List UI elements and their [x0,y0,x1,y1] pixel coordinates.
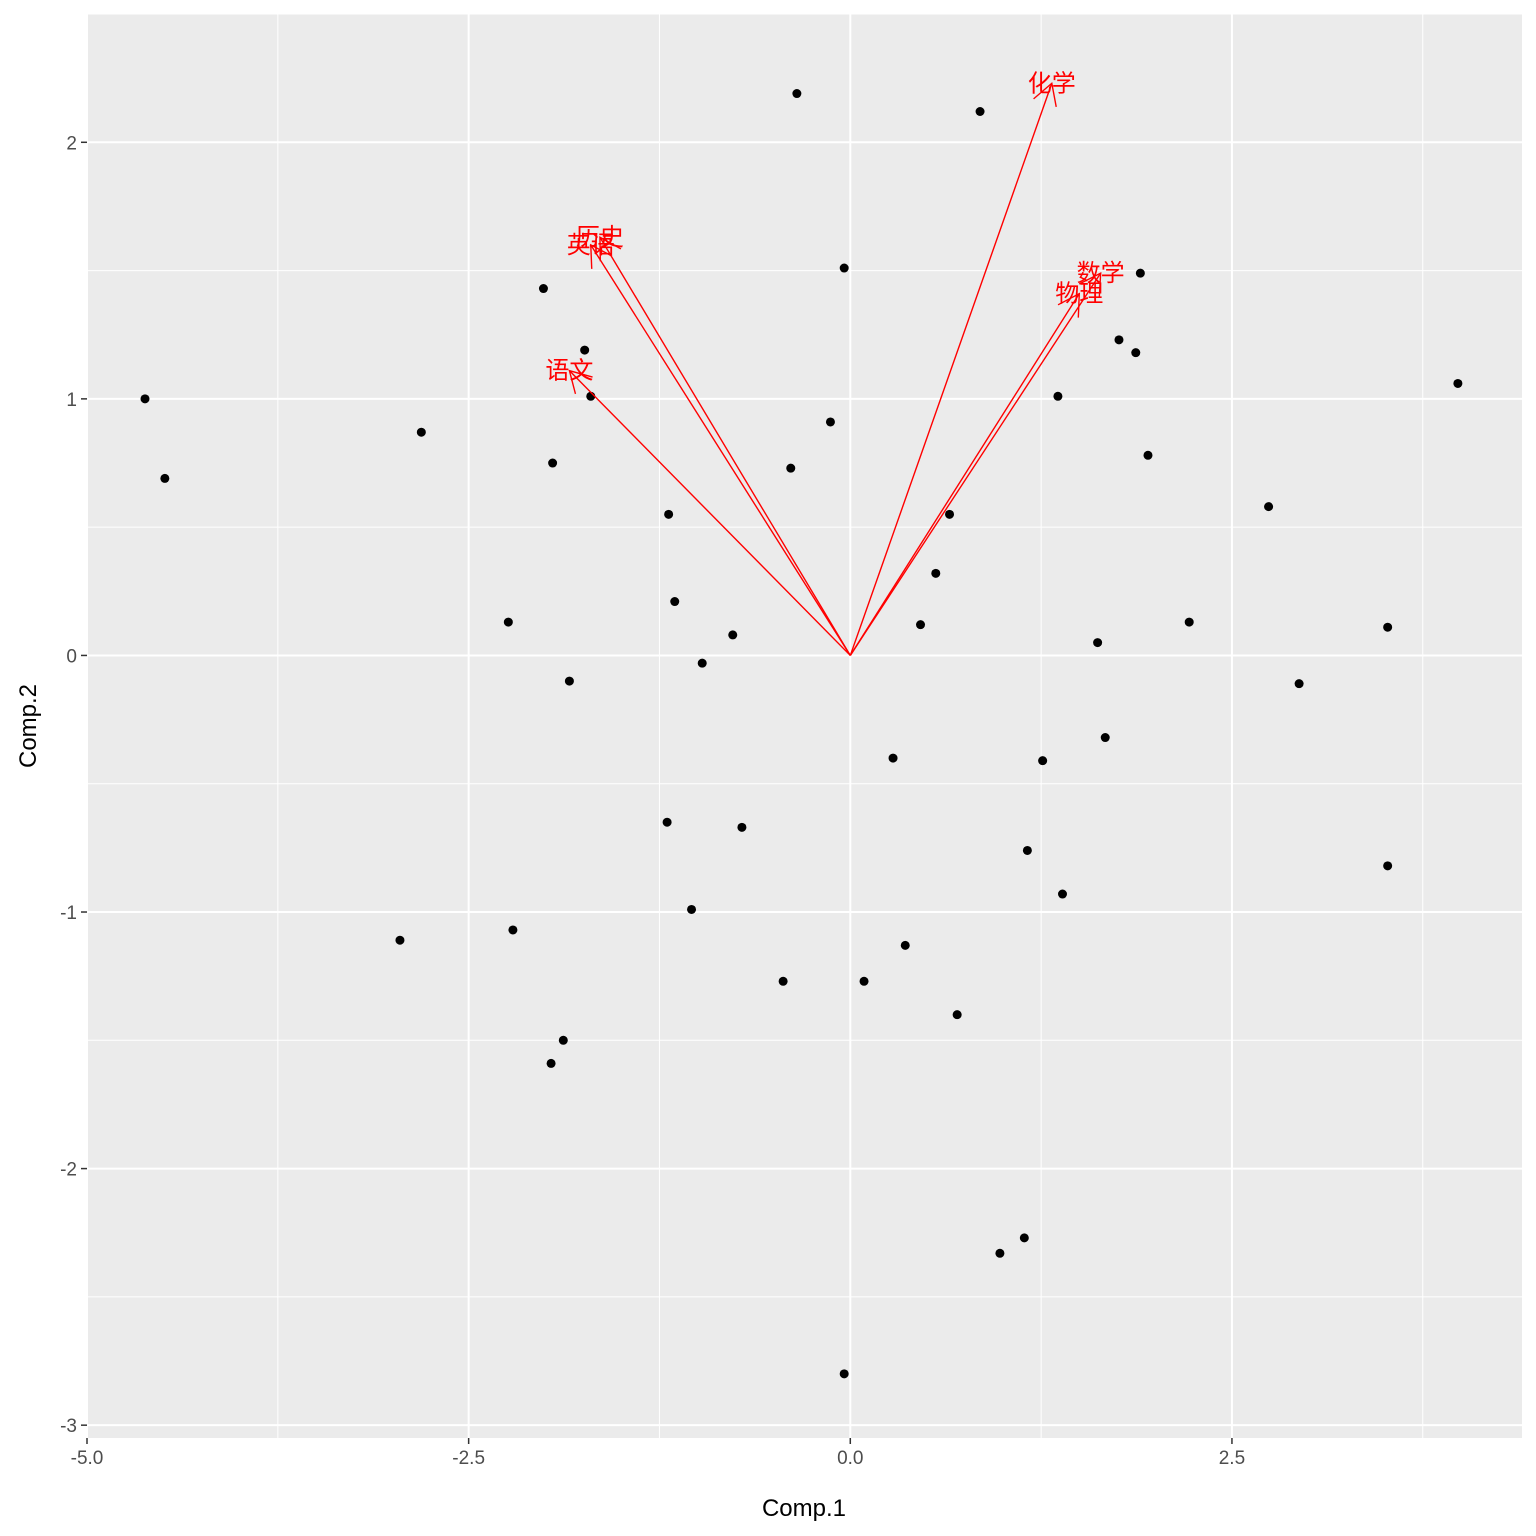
score-point [859,976,869,986]
score-point [564,676,574,686]
x-axis-ticks: -5.0 -2.5 0.0 2.5 [71,1438,1245,1469]
score-point [416,427,426,437]
y-tick-label: -1 [60,903,77,924]
score-point [975,106,985,116]
score-point [140,394,150,404]
score-points [140,89,1463,1379]
score-point [1131,348,1141,358]
score-point [538,284,548,294]
loading-arrow-line [849,272,1102,656]
y-tick-label: -2 [60,1160,77,1181]
score-point [662,817,672,827]
score-point [1383,622,1393,632]
score-point [395,935,405,945]
score-point [546,1058,556,1068]
score-point [737,822,747,832]
y-axis-ticks: -3 -2 -1 0 1 2 [60,133,87,1437]
score-point [664,509,674,519]
loading-arrow-line [568,370,851,656]
score-point [825,417,835,427]
y-tick-label: -3 [60,1416,77,1437]
score-point [1057,889,1067,899]
score-point [1143,450,1153,460]
score-point [1453,378,1463,388]
score-point [580,345,590,355]
loading-label: 数学 [1077,259,1125,287]
loading-arrow-head [1057,292,1081,318]
plot-panel [87,14,1522,1438]
score-point [839,1369,849,1379]
score-point [1053,391,1063,401]
score-point [995,1248,1005,1258]
score-point [786,463,796,473]
score-point [839,263,849,273]
loading-label: 历史 [576,223,624,251]
loading-label: 英语 [567,231,615,259]
score-point [1135,268,1145,278]
score-point [548,458,558,468]
x-tick-label: 2.5 [1219,1448,1245,1469]
score-point [952,1010,962,1020]
score-point [1093,638,1103,648]
minor-gridlines [87,13,1522,1438]
loading-arrow-line [849,83,1053,656]
y-tick-label: 0 [66,646,77,667]
major-gridlines [86,14,1522,1438]
loading-arrow-head [1033,81,1057,107]
loading-label: 化学 [1028,69,1076,97]
score-point [1294,679,1304,689]
loading-arrow-head [1078,271,1102,298]
x-tick-label: -2.5 [452,1448,485,1469]
score-point [670,597,680,607]
x-axis-title: Comp.1 [762,1495,846,1522]
score-point [1114,335,1124,345]
x-tick-label: -5.0 [71,1448,104,1469]
score-point [916,620,926,630]
score-point [697,658,707,668]
loading-arrows [568,81,1102,656]
y-axis-title: Comp.2 [15,684,42,768]
score-point [1264,502,1274,512]
score-point [1383,861,1393,871]
score-point [945,509,955,519]
score-point [1022,845,1032,855]
score-point [503,617,513,627]
loading-arrow-head [599,236,622,262]
score-point [900,940,910,950]
score-point [1019,1233,1029,1243]
score-point [888,753,898,763]
score-point [778,976,788,986]
loading-label: 物理 [1055,280,1103,308]
score-point [558,1035,568,1045]
score-point [508,925,518,935]
score-point [1100,733,1110,743]
score-point [687,904,697,914]
score-point [1038,756,1048,766]
x-tick-label: 0.0 [837,1448,863,1469]
y-tick-label: 1 [66,390,77,411]
loading-arrow-head [590,243,613,269]
loading-label: 语文 [545,357,593,385]
score-point [931,568,941,578]
score-point [1184,617,1194,627]
score-point [792,89,802,99]
score-point [160,473,170,483]
loading-arrow-line [849,293,1080,656]
loading-arrow-line [590,244,851,656]
y-tick-label: 2 [66,133,77,154]
loading-arrow-head [568,369,593,395]
loading-arrow-line [599,236,851,656]
score-point [728,630,738,640]
